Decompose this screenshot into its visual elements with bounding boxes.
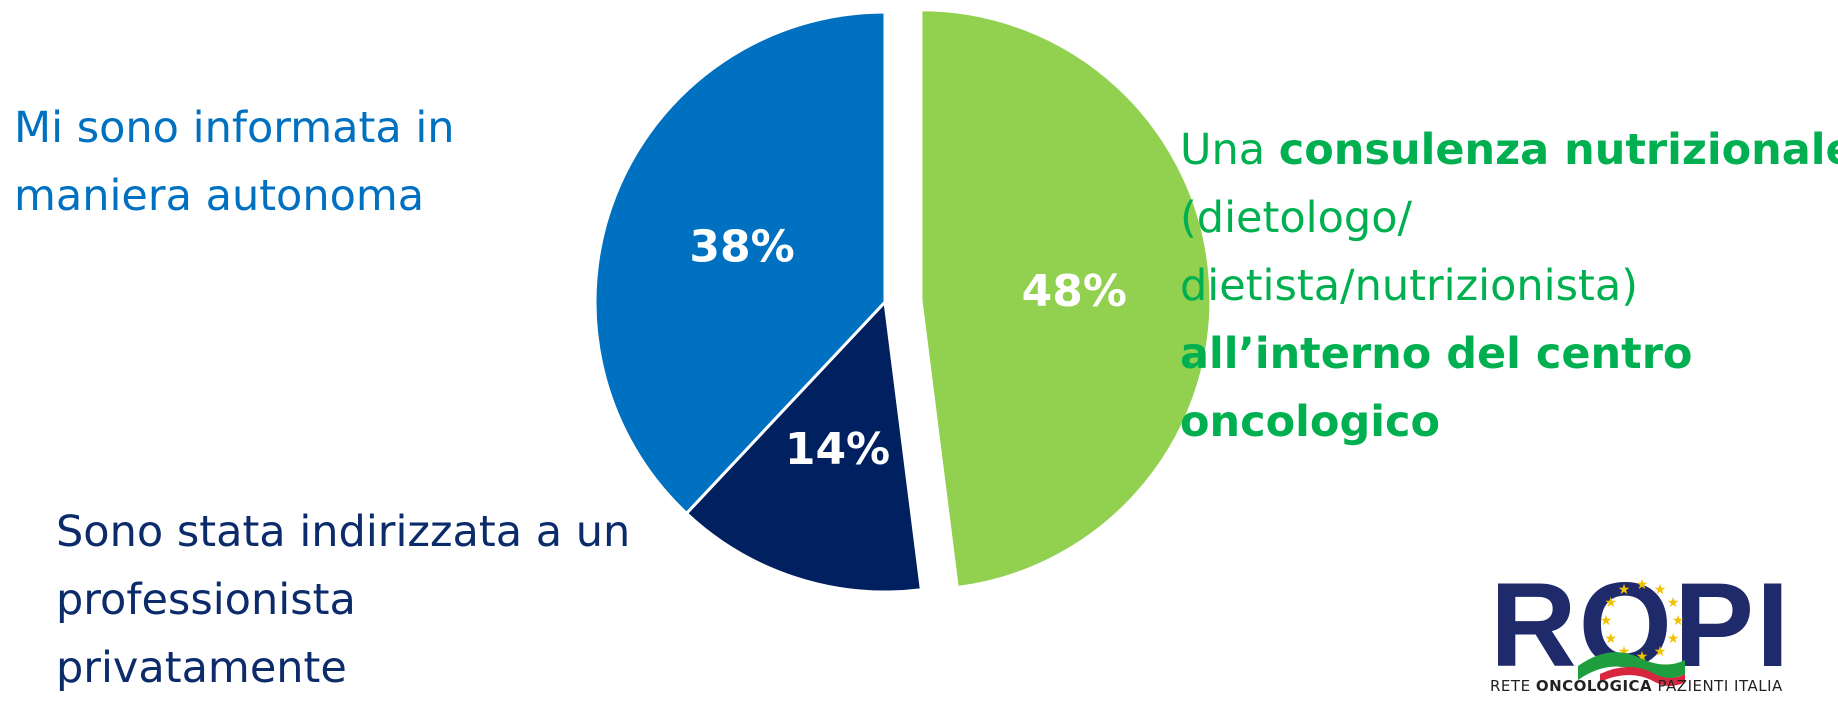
label-autonomous: Mi sono informata in maniera autonoma <box>14 94 574 230</box>
logo-star-icon: ★ <box>1636 577 1649 593</box>
label-nutrition-line1-normal: Una <box>1180 125 1279 175</box>
pie-slice-2 <box>593 10 887 516</box>
logo-star-icon: ★ <box>1618 582 1631 598</box>
label-private-line3: privatamente <box>56 643 347 693</box>
ropi-logo: ROPI ★★★★★★★★★ ★ ★★ RETE ONCOLOGICA PAZIEN… <box>1490 558 1789 693</box>
logo-tagline: RETE ONCOLOGICA PAZIENTI ITALIA <box>1490 677 1783 693</box>
label-nutrition-line3: dietista/nutrizionista) <box>1180 261 1639 311</box>
pie-slice-1 <box>684 298 924 594</box>
label-nutrition-line2: (dietologo/ <box>1180 193 1412 243</box>
label-nutrition-line4-bold: all’interno del centro <box>1180 329 1693 379</box>
logo-star-icon: ★ <box>1654 644 1667 660</box>
logo-flag-red-icon <box>1600 667 1685 686</box>
logo-stars-icon: ★★★★★★★★★ ★ ★★ <box>1600 577 1685 665</box>
logo-star-icon: ★ <box>1605 595 1618 611</box>
label-private: Sono stata indirizzata a un professionis… <box>56 498 676 702</box>
logo-flag-icon <box>1578 652 1685 680</box>
logo-star-icon: ★ <box>1654 582 1667 598</box>
label-nutrition: Una consulenza nutrizionale (dietologo/ … <box>1180 116 1838 456</box>
logo-tagline-bold: ONCOLOGICA <box>1536 677 1652 693</box>
pie-slice-0 <box>919 8 1213 590</box>
label-nutrition-line4: all’interno del centro <box>1180 320 1838 388</box>
logo-star-icon: ★ <box>1672 613 1685 629</box>
label-nutrition-line1-bold: consulenza nutrizionale <box>1278 125 1838 175</box>
logo-star-icon: ★ <box>1667 631 1680 647</box>
pie-value-label-2: 38% <box>689 221 794 272</box>
pie-value-labels: 48% 14% 38% <box>689 221 1127 475</box>
label-autonomous-line1: Mi sono informata in <box>14 103 455 153</box>
pie-slices <box>593 8 1213 594</box>
label-private-line2: professionista <box>56 575 356 625</box>
logo-tagline-start: RETE <box>1490 677 1536 693</box>
logo-star-icon: ★ <box>1600 613 1613 629</box>
logo-star-icon: ★ <box>1605 631 1618 647</box>
label-nutrition-line5: oncologico <box>1180 388 1838 456</box>
label-nutrition-line5-bold: oncologico <box>1180 397 1441 447</box>
label-private-line1: Sono stata indirizzata a un <box>56 507 631 557</box>
label-autonomous-line2: maniera autonoma <box>14 171 425 221</box>
pie-value-label-0: 48% <box>1022 266 1127 317</box>
pie-value-label-1: 14% <box>785 424 890 475</box>
logo-tagline-end: PAZIENTI ITALIA <box>1652 677 1783 693</box>
label-nutrition-line1: Una consulenza nutrizionale <box>1180 116 1838 184</box>
logo-star-icon: ★ <box>1667 595 1680 611</box>
